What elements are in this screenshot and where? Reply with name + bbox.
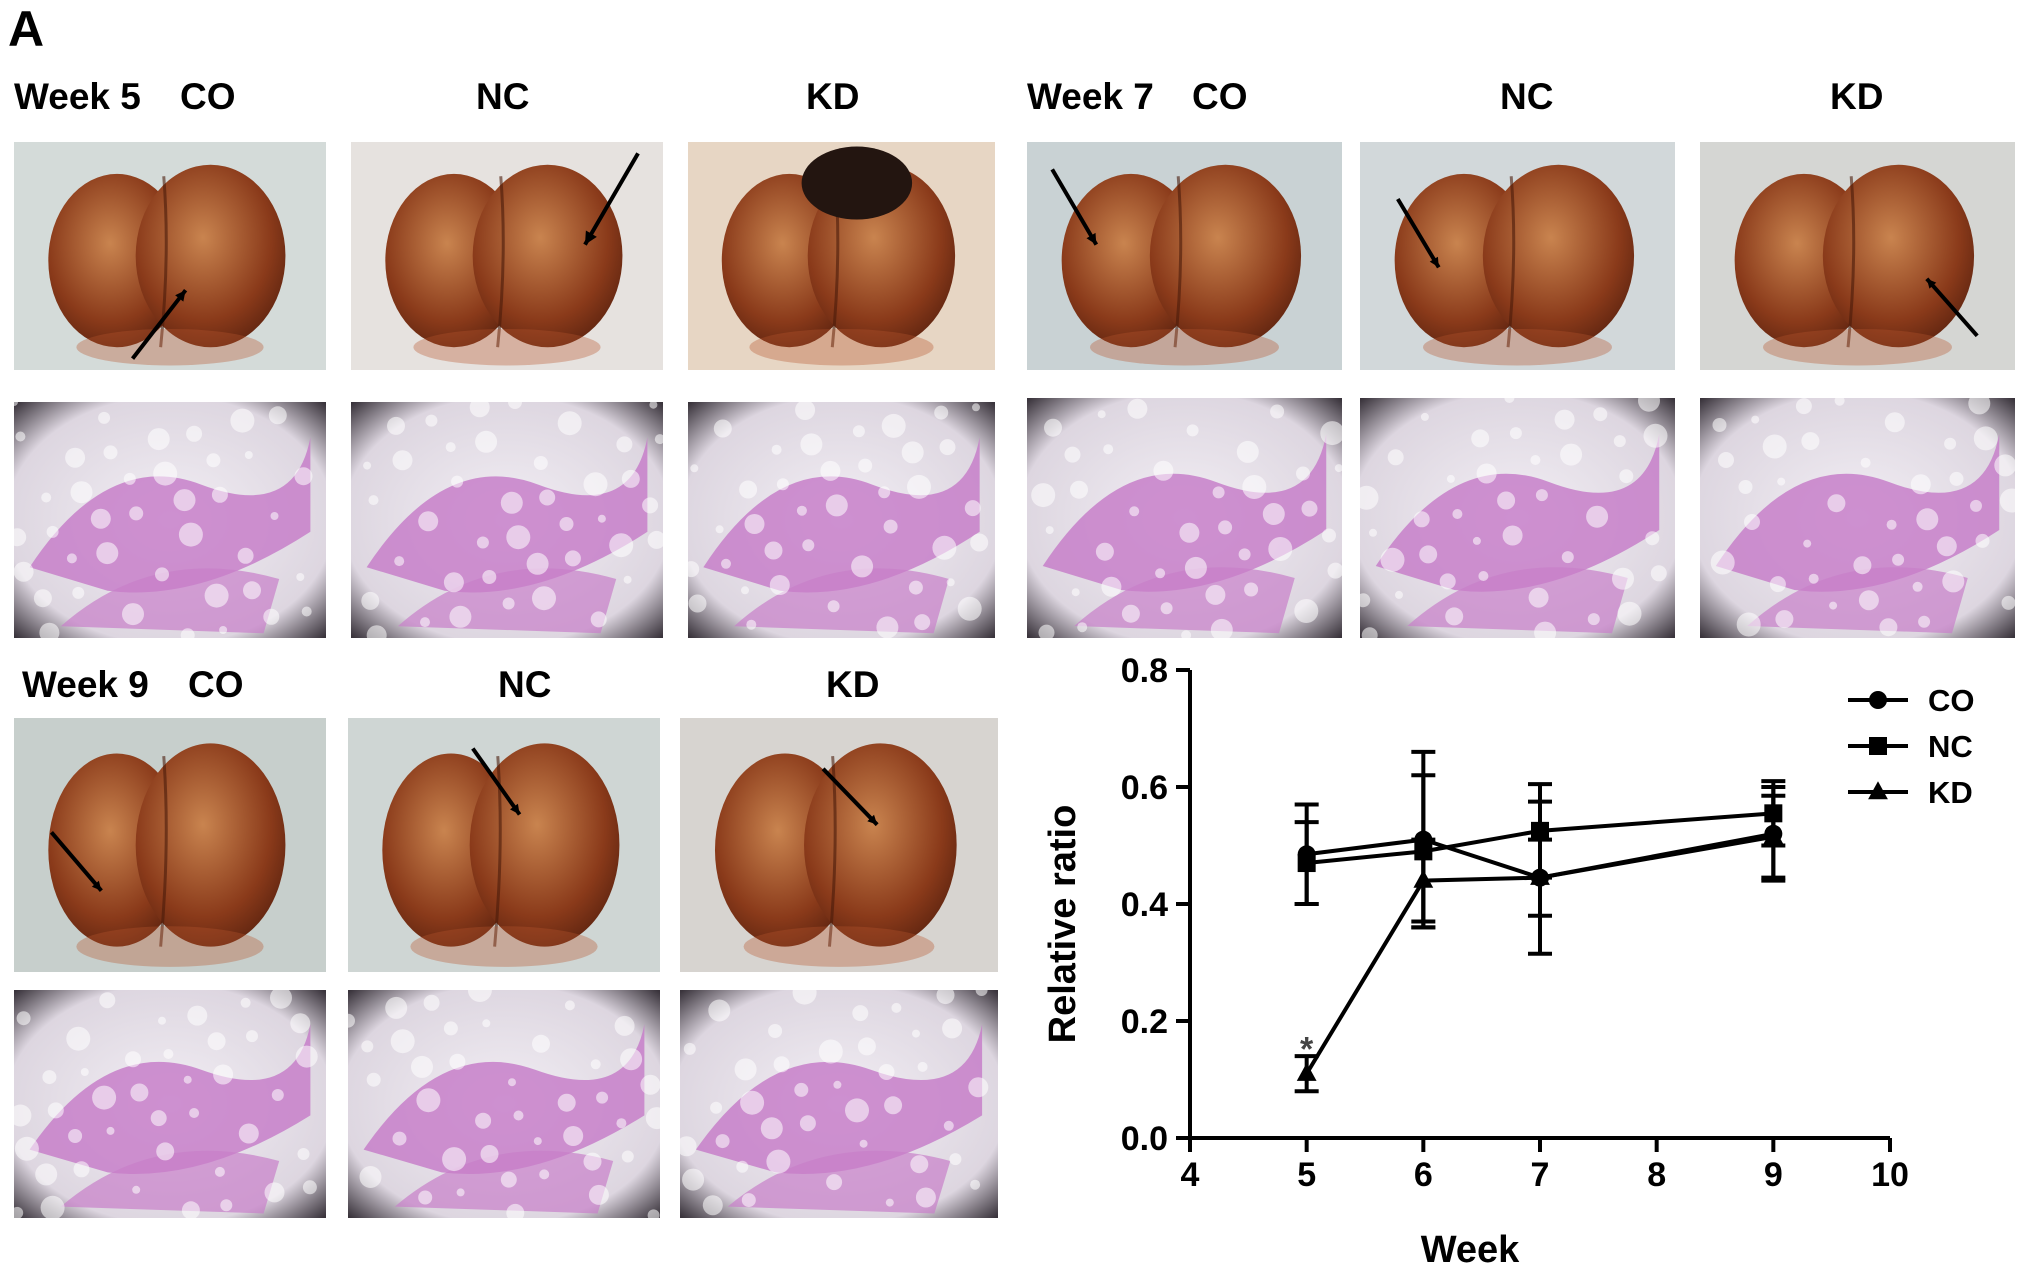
y-tick-label: 0.8 [1121,652,1168,690]
week9-kd-label: KD [826,664,880,705]
y-tick-label: 0.6 [1121,769,1168,807]
legend-marker-co [1869,691,1887,709]
histology-week9-co [14,990,326,1218]
data-point-kd [1413,869,1434,888]
week5-kd-label: KD [806,76,860,117]
x-tick-label: 8 [1647,1156,1666,1194]
week9-label: Week 9 [22,664,149,705]
histology-week9-kd [680,990,998,1218]
significance-asterisk: * [1300,1031,1314,1069]
data-point-nc [1297,854,1316,873]
histology-week5-kd [688,402,995,638]
data-point-kd [1296,1062,1317,1081]
lung-photo-week7-kd [1700,142,2015,370]
x-tick-label: 4 [1181,1156,1200,1194]
legend-label-kd: KD [1928,775,1973,810]
x-tick-label: 7 [1531,1156,1550,1194]
lung-photo-week9-kd [680,718,998,972]
legend-label-co: CO [1928,683,1975,718]
panel-letter: A [8,1,45,57]
x-tick-label: 10 [1871,1156,1909,1194]
histology-week7-kd [1700,398,2015,638]
legend-label-nc: NC [1928,729,1973,764]
y-tick-label: 0.2 [1121,1003,1168,1041]
week5-co-label: CO [180,76,236,117]
lung-photo-week5-nc [351,142,663,370]
week7-kd-label: KD [1830,76,1884,117]
week5-nc-label: NC [476,76,530,117]
histology-week7-co [1027,398,1342,638]
histology-week9-nc [348,990,660,1218]
lung-photo-week5-kd [688,142,995,370]
week7-nc-label: NC [1500,76,1554,117]
week5-label: Week 5 [14,76,141,117]
week7-label: Week 7 [1027,76,1154,117]
lung-photo-week9-nc [348,718,660,972]
week9-nc-label: NC [498,664,552,705]
y-axis-title: Relative ratio [1042,805,1084,1044]
x-tick-label: 5 [1297,1156,1316,1194]
histology-week5-nc [351,402,663,638]
data-point-kd [1763,825,1784,844]
data-point-nc [1531,821,1549,840]
histology-week5-co [14,402,326,638]
lung-photo-week7-nc [1360,142,1675,370]
lung-photo-week9-co [14,718,326,972]
x-tick-label: 6 [1414,1156,1433,1194]
x-tick-label: 9 [1764,1156,1783,1194]
y-tick-label: 0.0 [1121,1120,1168,1158]
series-line-nc [1306,811,1774,866]
histology-week7-nc [1360,398,1675,638]
lung-photo-week7-co [1027,142,1342,370]
y-tick-label: 0.4 [1121,886,1168,924]
legend-marker-kd [1868,781,1888,800]
x-axis-title: Week [1421,1229,1520,1271]
legend-marker-nc [1869,737,1887,755]
week7-co-label: CO [1192,76,1248,117]
series-line-kd [1304,834,1774,1075]
week9-co-label: CO [188,664,244,705]
relative-ratio-chart: 4 5 6 7 8 9 10 0.0 0.2 0.4 0.6 0.8 Week Relative rati… [1020,640,2031,1274]
data-point-kd [1530,866,1550,885]
lung-photo-week5-co [14,142,326,370]
